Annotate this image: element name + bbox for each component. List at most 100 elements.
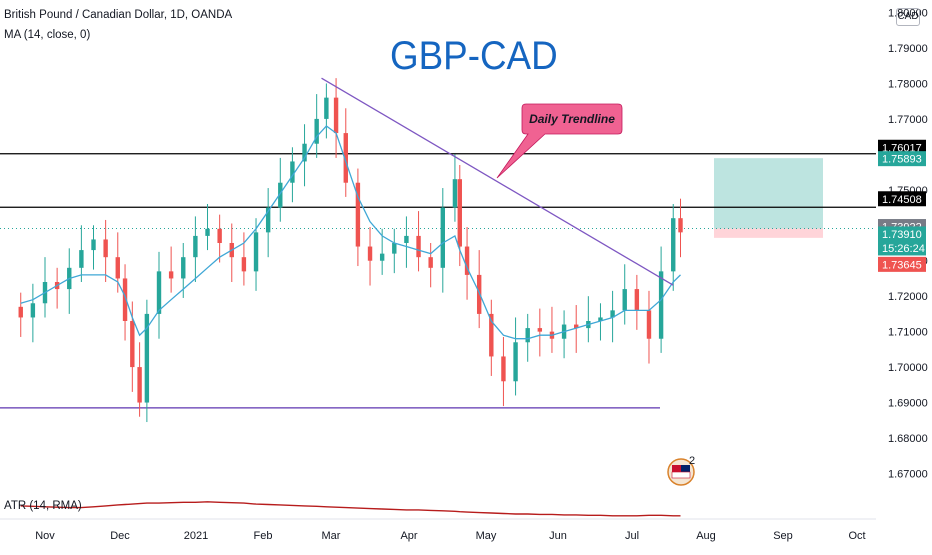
candle-body-20 (241, 257, 247, 272)
y-tick-label-9: 1.68000 (888, 433, 928, 445)
price-labels: 1.760171.758931.745081.739221.7391015:26… (878, 139, 926, 272)
ma-line (20, 125, 681, 340)
x-tick-label-3: Feb (254, 530, 273, 542)
time-axis: Nov Dec 2021 Feb Mar Apr May Jun Jul Aug Sep Oct (35, 530, 865, 542)
x-tick-label-11: Oct (848, 530, 865, 542)
candle-body-15 (181, 257, 186, 279)
candle-body-23 (278, 182, 283, 208)
candle-body-39 (457, 179, 462, 247)
y-tick-label-0: 1.79000 (888, 43, 928, 55)
price-label-bg-5 (878, 240, 926, 256)
flag-logo: 2 (667, 455, 695, 486)
price-label-4: 1.73910 (882, 229, 922, 241)
candle-body-9 (122, 278, 128, 321)
price-label-bg-1 (878, 151, 926, 167)
candle-body-14 (168, 271, 174, 279)
candle-body-55 (646, 310, 652, 339)
candle-body-18 (217, 228, 222, 243)
logo-flag-b (681, 465, 690, 472)
y-tick-label-7: 1.70000 (888, 362, 928, 374)
candle-body-5 (79, 250, 84, 268)
x-tick-label-5: Apr (400, 530, 417, 542)
horizontal-lines (0, 153, 876, 409)
target-zone (714, 158, 823, 229)
candle-body-8 (115, 257, 120, 279)
x-tick-label-10: Sep (773, 530, 793, 542)
candle-body-36 (428, 257, 433, 268)
candle-body-13 (156, 271, 162, 314)
candle-body-35 (416, 235, 421, 258)
price-label-bg-2 (878, 191, 926, 207)
candle-body-25 (302, 143, 307, 162)
x-tick-label-6: May (476, 530, 497, 542)
candle-body-10 (130, 320, 135, 368)
price-label-1: 1.75893 (882, 154, 922, 166)
candle-body-58 (678, 218, 683, 233)
candle-body-52 (610, 310, 615, 318)
price-label-bg-4 (878, 226, 926, 242)
x-tick-label-2: 2021 (184, 530, 208, 542)
candle-body-34 (404, 235, 409, 243)
x-tick-label-4: Mar (322, 530, 341, 542)
candle-body-49 (574, 324, 579, 329)
stop-zone (714, 228, 823, 238)
x-tick-label-7: Jun (549, 530, 567, 542)
candle-body-38 (452, 179, 458, 208)
price-label-bg-0 (878, 139, 926, 155)
candle-body-56 (658, 271, 664, 339)
candle-body-1 (30, 303, 36, 318)
x-tick-label-8: Jul (625, 530, 639, 542)
price-label-6: 1.73645 (882, 259, 922, 271)
chart-title: GBP-CAD (390, 34, 558, 78)
y-tick-label-10: 1.67000 (888, 468, 928, 480)
symbol-line: British Pound / Canadian Dollar, 1D, OAN… (4, 9, 233, 21)
atr-series (0, 501, 876, 520)
y-tick-label-5: 1.72000 (888, 291, 928, 303)
candle-body-45 (525, 328, 530, 343)
candle-body-33 (392, 242, 397, 254)
candle-body-26 (314, 118, 319, 144)
trendline-callout: Daily Trendline (496, 103, 623, 179)
currency-button[interactable]: CAD (896, 8, 920, 26)
candle-body-57 (671, 218, 676, 272)
candle-body-24 (290, 161, 295, 183)
candle-body-32 (379, 253, 385, 261)
y-tick-label-6: 1.71000 (888, 327, 928, 339)
candle-body-12 (144, 313, 150, 403)
y-tick-label-1: 1.78000 (888, 78, 928, 90)
price-label-5: 15:26:24 (882, 243, 925, 255)
candle-body-21 (253, 232, 259, 272)
logo-flag-a (672, 465, 681, 472)
trendline-group (321, 77, 674, 286)
candle-body-41 (476, 274, 482, 314)
candle-body-0 (18, 306, 23, 318)
candle-body-40 (464, 246, 470, 275)
candle-body-43 (501, 356, 506, 382)
candle-body-46 (537, 328, 543, 332)
candle-body-16 (193, 235, 198, 258)
candle-body-11 (137, 367, 142, 403)
price-label-bg-6 (878, 256, 926, 272)
atr-label: ATR (14, RMA) (4, 500, 82, 512)
candle-body-37 (440, 207, 446, 268)
price-label-2: 1.74508 (882, 194, 922, 206)
callout-bubble (496, 103, 623, 179)
atr-line (20, 501, 681, 517)
candle-body-51 (598, 317, 603, 321)
x-tick-label-1: Dec (110, 530, 130, 542)
candle-body-29 (343, 133, 348, 183)
candle-body-53 (622, 289, 627, 311)
candle-body-30 (355, 182, 361, 247)
candle-body-17 (205, 228, 210, 236)
candle-body-44 (513, 342, 518, 382)
x-tick-label-9: Aug (696, 530, 716, 542)
ma-series (20, 125, 681, 340)
candle-body-28 (333, 97, 339, 134)
position-zones (714, 158, 823, 238)
candle-body-27 (324, 97, 329, 119)
logo-flag-c (671, 471, 691, 479)
trendline (321, 77, 674, 286)
candle-body-6 (91, 239, 96, 251)
